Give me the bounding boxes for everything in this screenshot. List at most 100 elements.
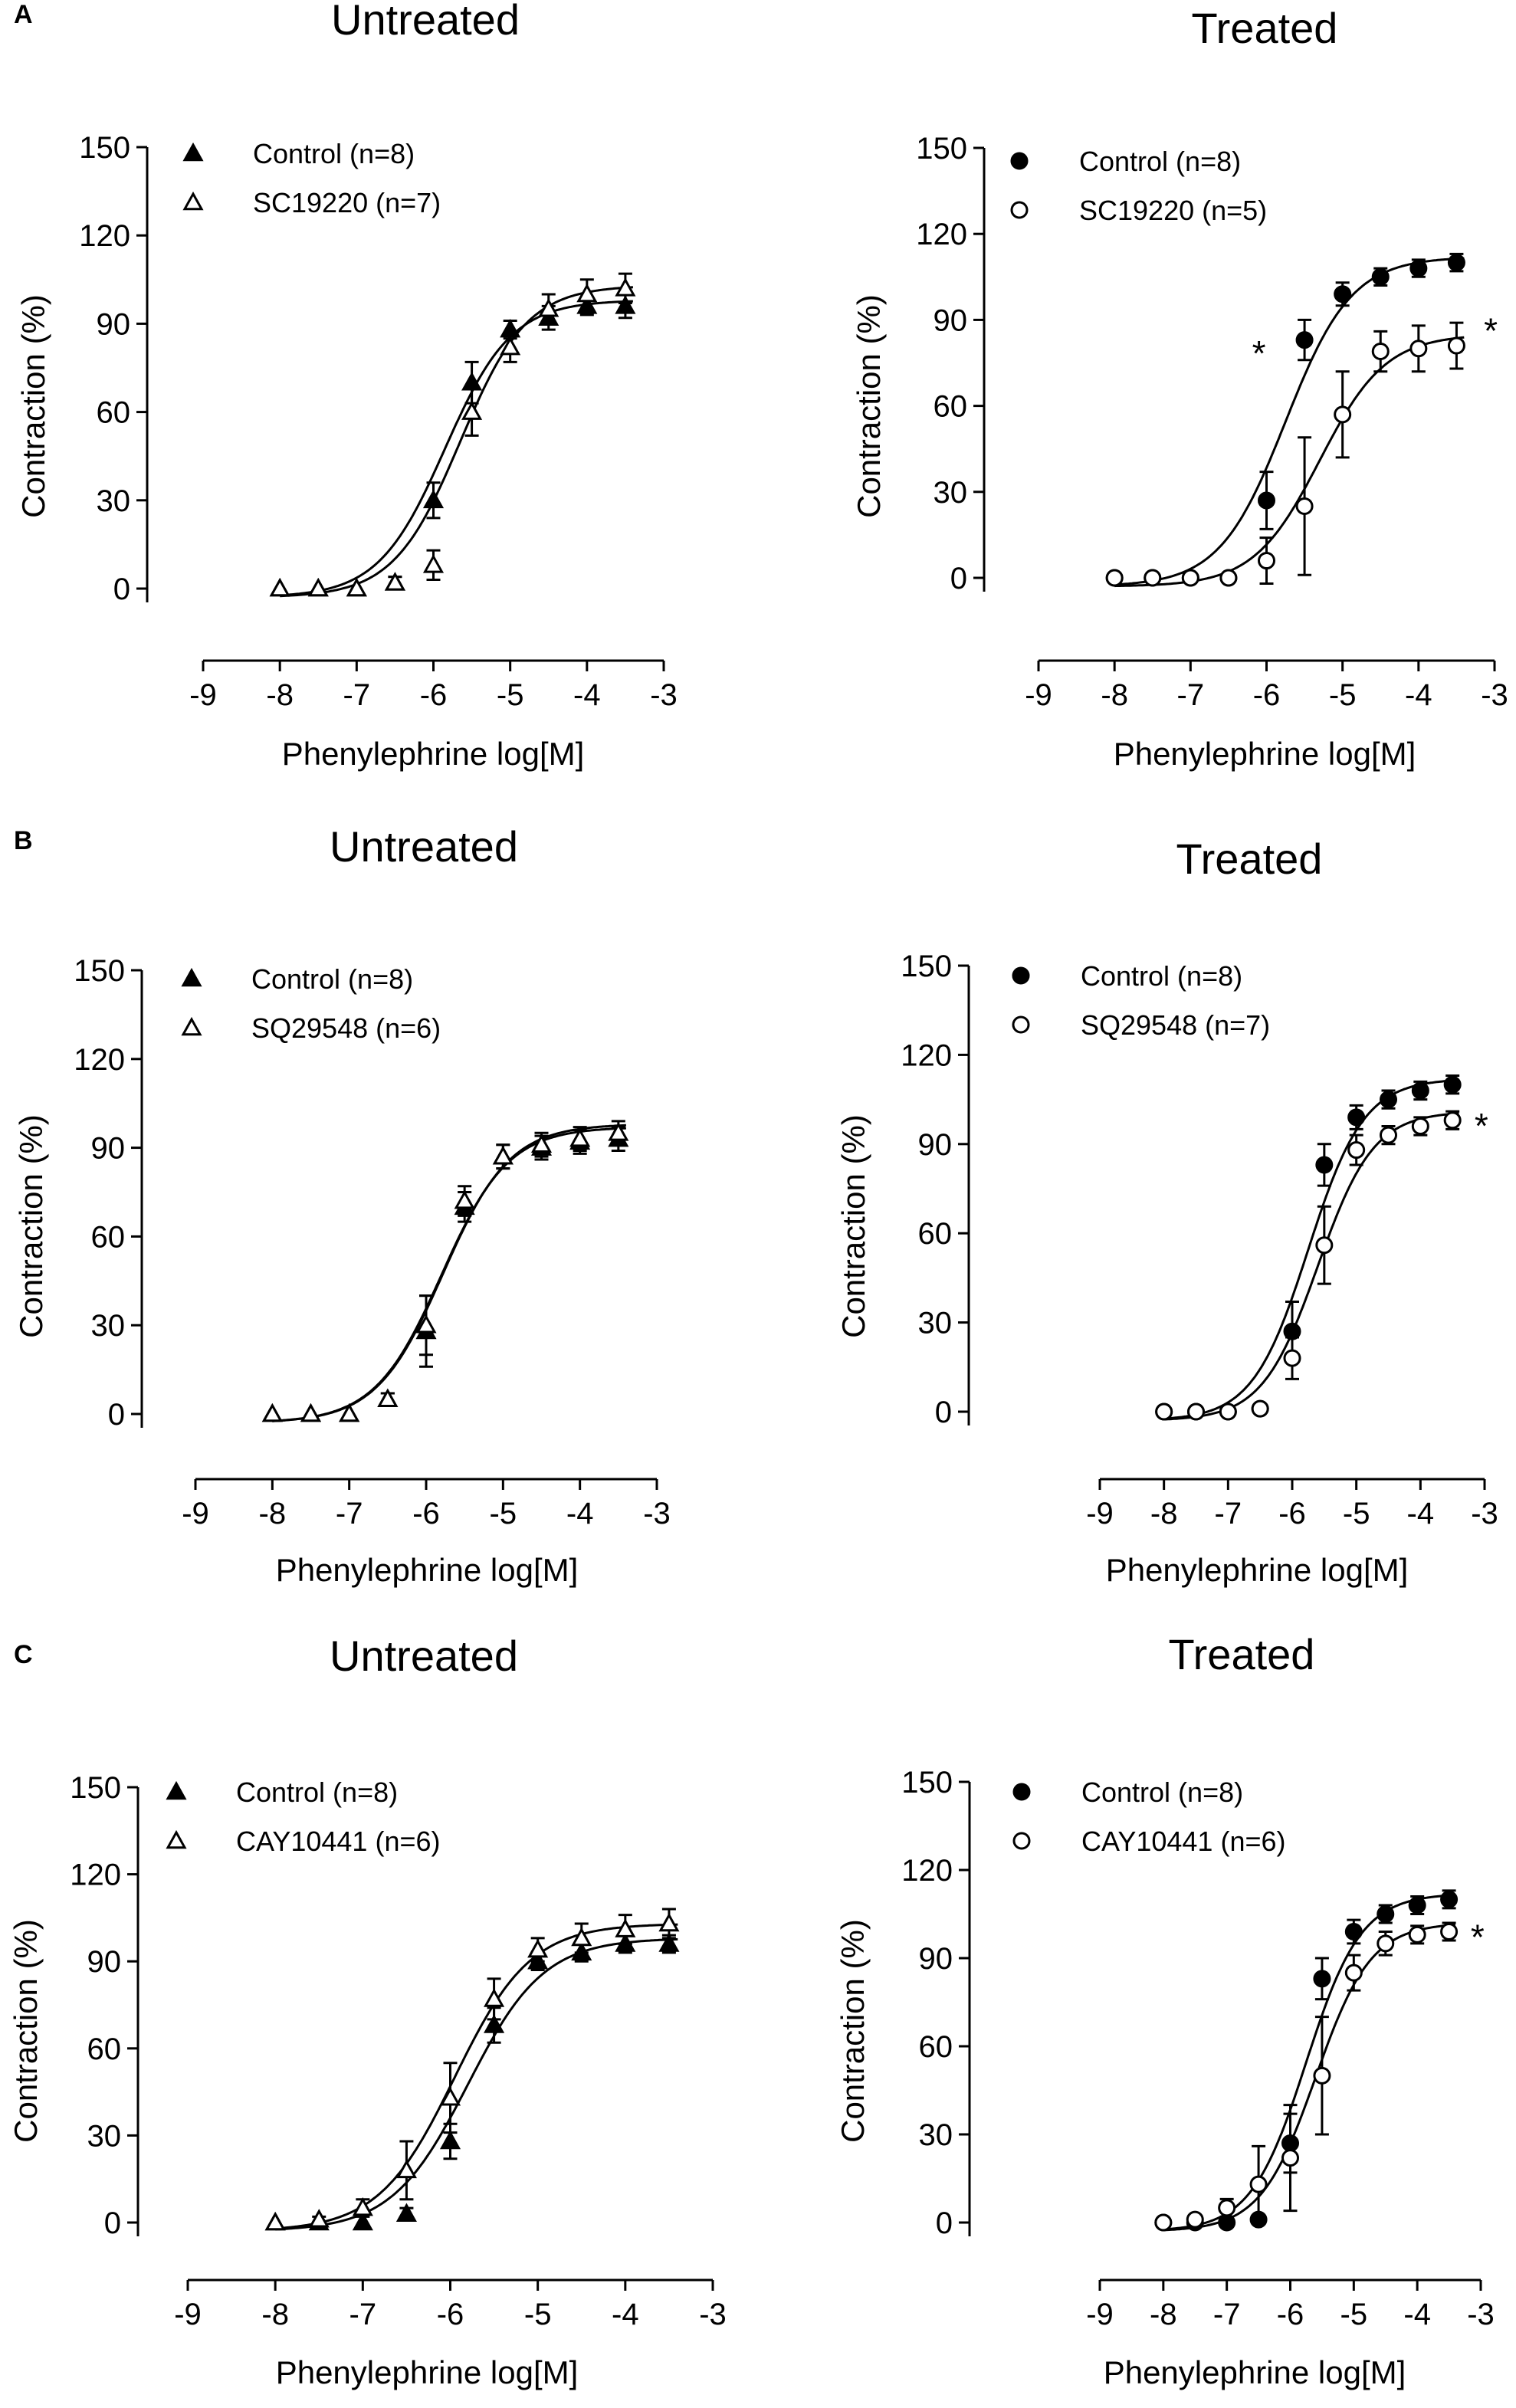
fit-curve-series-1 [1163, 1894, 1455, 2231]
data-point [1144, 569, 1162, 587]
data-point [1154, 2213, 1173, 2232]
data-point [269, 577, 290, 597]
y-tick-label: 120 [70, 1858, 121, 1892]
x-tick-label: -5 [1340, 2298, 1368, 2331]
y-tick-label: 0 [113, 572, 130, 606]
data-point [658, 1933, 680, 1952]
fit-curve-series-1 [1114, 257, 1465, 586]
y-tick-label: 0 [935, 1396, 952, 1429]
y-axis-label: Contraction (%) [8, 1919, 44, 2143]
y-tick-label: 60 [91, 1220, 126, 1254]
data-point [1409, 340, 1428, 358]
x-tick-label: -6 [412, 1497, 440, 1530]
x-axis-label: Phenylephrine log[M] [276, 2354, 579, 2390]
data-point [384, 572, 405, 591]
y-tick-label: 150 [901, 1766, 953, 1799]
y-tick-label: 150 [901, 950, 952, 983]
data-point [527, 1938, 549, 1958]
legend-label: Control (n=8) [1081, 1776, 1243, 1808]
data-point [1186, 2210, 1204, 2229]
x-tick-label: -9 [1086, 2298, 1114, 2331]
data-point [1443, 1111, 1462, 1130]
x-tick-label: -5 [1329, 678, 1357, 712]
x-tick-label: -7 [343, 678, 371, 712]
data-point [1187, 1402, 1205, 1421]
fit-curve-series-2 [1163, 1112, 1459, 1421]
significance-mark: * [1471, 1918, 1485, 1957]
x-tick-label: -9 [1025, 678, 1052, 712]
fit-curve-series-1 [272, 1127, 626, 1422]
data-point [492, 1146, 514, 1165]
data-point [484, 2014, 505, 2033]
x-tick-label: -6 [437, 2298, 464, 2331]
panel-label: C [14, 1640, 33, 1669]
x-tick-label: -4 [573, 678, 601, 712]
x-tick-label: -9 [182, 1497, 209, 1530]
x-tick-label: -3 [1467, 2298, 1495, 2331]
x-tick-label: -5 [524, 2298, 552, 2331]
legend-marker [1010, 152, 1029, 170]
legend-label: CAY10441 (n=6) [236, 1826, 441, 1857]
y-tick-label: 150 [70, 1771, 121, 1805]
panel-title: Treated [1192, 4, 1338, 52]
data-point [1281, 2149, 1299, 2167]
data-point [615, 1918, 636, 1937]
x-axis-label: Phenylephrine log[M] [1114, 736, 1416, 772]
legend-marker [166, 1829, 187, 1849]
data-point [1344, 1923, 1363, 1941]
x-tick-label: -4 [1405, 678, 1432, 712]
y-tick-label: 30 [918, 1307, 953, 1340]
x-tick-label: -6 [1278, 1497, 1306, 1530]
legend-marker [1012, 966, 1030, 985]
x-axis-label: Phenylephrine log[M] [1104, 2354, 1406, 2390]
data-point [1258, 552, 1275, 570]
x-tick-label: -8 [1150, 1497, 1178, 1530]
y-tick-label: 120 [901, 1038, 952, 1072]
legend-label: CAY10441 (n=6) [1081, 1826, 1286, 1857]
data-point [1440, 1890, 1459, 1908]
y-axis-label: Contraction (%) [851, 294, 887, 518]
x-tick-label: -4 [566, 1497, 594, 1530]
data-point [615, 277, 636, 297]
y-tick-label: 150 [74, 954, 125, 988]
data-point [1334, 405, 1352, 424]
data-point [576, 283, 598, 303]
chart-panel-3: B Untreated 0 30 60 90 120 150 -9 -8 -7 -6 -5 -4 -3 Phe… [13, 822, 671, 1588]
data-point [1249, 2175, 1268, 2193]
x-tick-label: -9 [174, 2298, 202, 2331]
x-tick-label: -4 [612, 2298, 639, 2331]
data-point [1371, 267, 1390, 286]
legend-label: SQ29548 (n=6) [251, 1012, 441, 1044]
y-axis-label: Contraction (%) [835, 1114, 871, 1338]
x-tick-label: -4 [1403, 2298, 1431, 2331]
data-point [454, 1189, 475, 1209]
y-tick-label: 90 [934, 303, 968, 337]
data-point [1218, 2199, 1236, 2217]
x-tick-label: -5 [497, 678, 524, 712]
y-tick-label: 90 [919, 1942, 953, 1976]
data-point [352, 2211, 373, 2231]
x-tick-label: -7 [1215, 1497, 1242, 1530]
data-point [658, 1912, 680, 1932]
y-axis-label: Contraction (%) [13, 1114, 49, 1338]
data-point [1380, 1091, 1397, 1109]
data-point [1443, 1075, 1462, 1094]
y-tick-label: 120 [916, 218, 967, 251]
panel-title: Untreated [330, 1632, 518, 1680]
y-tick-label: 60 [919, 2030, 953, 2064]
data-point [264, 2211, 286, 2231]
y-tick-label: 60 [87, 2032, 122, 2066]
y-tick-label: 90 [91, 1132, 126, 1166]
chart-panel-6: Treated 0 30 60 90 120 150 -9 -8 -7 -6 -5 -4 -3 Phenyl… [835, 1630, 1495, 2390]
y-tick-label: 60 [97, 396, 131, 430]
fit-curve-series-2 [275, 1923, 678, 2230]
x-axis-label: Phenylephrine log[M] [1106, 1552, 1409, 1588]
y-tick-label: 0 [936, 2206, 953, 2240]
data-point [1377, 1934, 1395, 1953]
legend-marker [181, 1016, 202, 1036]
x-axis-label: Phenylephrine log[M] [276, 1552, 579, 1588]
fit-curve-series-1 [275, 1937, 678, 2231]
panel-title: Untreated [330, 822, 518, 871]
data-point [395, 2203, 417, 2222]
legend-label: Control (n=8) [253, 138, 415, 169]
